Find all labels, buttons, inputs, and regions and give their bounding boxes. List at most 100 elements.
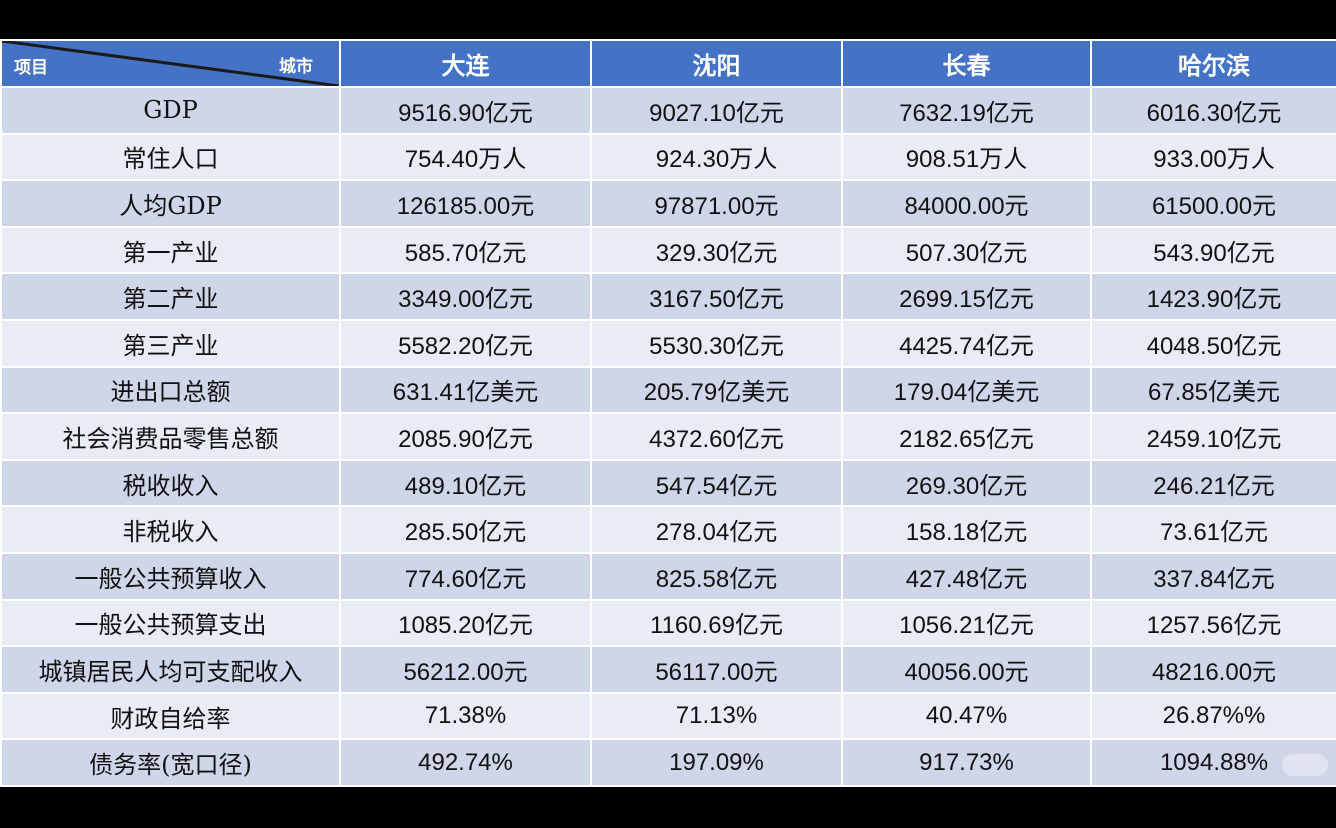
cell-harbin: 543.90亿元 (1090, 225, 1336, 275)
cell-changchun: 269.30亿元 (841, 458, 1092, 508)
watermark-badge (1282, 754, 1328, 776)
cell-dalian: 126185.00元 (339, 179, 592, 228)
table-row: 常住人口 754.40万人 924.30万人 908.51万人 933.00万人 (0, 132, 1336, 182)
table-row: 财政自给率 71.38% 71.13% 40.47% 26.87%% (0, 691, 1336, 741)
row-label: 第二产业 (0, 272, 341, 321)
row-label: 财政自给率 (0, 691, 341, 741)
cell-shenyang: 197.09% (590, 738, 843, 787)
cell-changchun: 7632.19亿元 (841, 86, 1092, 135)
row-label: 常住人口 (0, 132, 341, 182)
cell-harbin: 1257.56亿元 (1090, 598, 1336, 648)
header-row: 项目 城市 大连 沈阳 长春 哈尔滨 (0, 39, 1336, 88)
cell-shenyang: 205.79亿美元 (590, 365, 843, 415)
row-label: 进出口总额 (0, 365, 341, 415)
cell-changchun: 4425.74亿元 (841, 318, 1092, 368)
cell-harbin: 4048.50亿元 (1090, 318, 1336, 368)
cell-shenyang: 5530.30亿元 (590, 318, 843, 368)
cell-changchun: 40.47% (841, 691, 1092, 741)
cell-shenyang: 97871.00元 (590, 179, 843, 228)
table-row: 第一产业 585.70亿元 329.30亿元 507.30亿元 543.90亿元 (0, 225, 1336, 275)
column-header-dalian: 大连 (339, 39, 592, 88)
row-label: 第一产业 (0, 225, 341, 275)
table-body: GDP 9516.90亿元 9027.10亿元 7632.19亿元 6016.30亿元常… (0, 86, 1336, 787)
row-label: 债务率(宽口径) (0, 738, 341, 787)
table-row: 人均GDP 126185.00元 97871.00元 84000.00元 61500.0… (0, 179, 1336, 228)
table-row: 非税收入 285.50亿元 278.04亿元 158.18亿元 73.61亿元 (0, 505, 1336, 554)
cell-shenyang: 1160.69亿元 (590, 598, 843, 648)
cell-changchun: 507.30亿元 (841, 225, 1092, 275)
corner-city-label: 城市 (279, 57, 313, 76)
cell-shenyang: 9027.10亿元 (590, 86, 843, 135)
cell-shenyang: 329.30亿元 (590, 225, 843, 275)
cell-dalian: 9516.90亿元 (339, 86, 592, 135)
cell-harbin: 61500.00元 (1090, 179, 1336, 228)
cell-dalian: 71.38% (339, 691, 592, 741)
row-label: 人均GDP (0, 179, 341, 228)
diagonal-divider (3, 42, 338, 85)
comparison-table-container: 项目 城市 大连 沈阳 长春 哈尔滨 GDP 9516.90亿元 9027.10亿元… (0, 39, 1336, 787)
row-label: GDP (0, 86, 341, 135)
cell-harbin: 337.84亿元 (1090, 551, 1336, 601)
cell-dalian: 2085.90亿元 (339, 412, 592, 461)
cell-dalian: 3349.00亿元 (339, 272, 592, 321)
row-label: 城镇居民人均可支配收入 (0, 645, 341, 694)
table-row: 税收收入 489.10亿元 547.54亿元 269.30亿元 246.21亿元 (0, 458, 1336, 508)
cell-harbin: 2459.10亿元 (1090, 412, 1336, 461)
cell-shenyang: 56117.00元 (590, 645, 843, 694)
table-row: GDP 9516.90亿元 9027.10亿元 7632.19亿元 6016.30亿元 (0, 86, 1336, 135)
column-header-shenyang: 沈阳 (590, 39, 843, 88)
cell-harbin: 1423.90亿元 (1090, 272, 1336, 321)
cell-harbin: 933.00万人 (1090, 132, 1336, 182)
table-row: 一般公共预算收入 774.60亿元 825.58亿元 427.48亿元 337.84亿元 (0, 551, 1336, 601)
cell-dalian: 492.74% (339, 738, 592, 787)
cell-dalian: 754.40万人 (339, 132, 592, 182)
cell-changchun: 1056.21亿元 (841, 598, 1092, 648)
cell-harbin: 246.21亿元 (1090, 458, 1336, 508)
cell-harbin: 67.85亿美元 (1090, 365, 1336, 415)
corner-item-label: 项目 (14, 58, 48, 77)
cell-changchun: 84000.00元 (841, 179, 1092, 228)
cell-harbin: 73.61亿元 (1090, 505, 1336, 554)
cell-harbin: 1094.88% (1090, 738, 1336, 787)
city-economy-table: 项目 城市 大连 沈阳 长春 哈尔滨 GDP 9516.90亿元 9027.10亿元… (0, 39, 1336, 787)
table-row: 第三产业 5582.20亿元 5530.30亿元 4425.74亿元 4048.50亿元 (0, 318, 1336, 368)
cell-shenyang: 3167.50亿元 (590, 272, 843, 321)
cell-changchun: 158.18亿元 (841, 505, 1092, 554)
cell-dalian: 5582.20亿元 (339, 318, 592, 368)
cell-changchun: 40056.00元 (841, 645, 1092, 694)
row-label: 一般公共预算收入 (0, 551, 341, 601)
table-row: 社会消费品零售总额 2085.90亿元 4372.60亿元 2182.65亿元 2459… (0, 412, 1336, 461)
row-label: 社会消费品零售总额 (0, 412, 341, 461)
cell-shenyang: 825.58亿元 (590, 551, 843, 601)
cell-changchun: 917.73% (841, 738, 1092, 787)
cell-dalian: 631.41亿美元 (339, 365, 592, 415)
table-row: 城镇居民人均可支配收入 56212.00元 56117.00元 40056.00元 48… (0, 645, 1336, 694)
cell-dalian: 56212.00元 (339, 645, 592, 694)
cell-dalian: 774.60亿元 (339, 551, 592, 601)
cell-dalian: 1085.20亿元 (339, 598, 592, 648)
cell-changchun: 2182.65亿元 (841, 412, 1092, 461)
cell-shenyang: 924.30万人 (590, 132, 843, 182)
row-label: 非税收入 (0, 505, 341, 554)
table-row: 一般公共预算支出 1085.20亿元 1160.69亿元 1056.21亿元 1257.… (0, 598, 1336, 648)
cell-changchun: 908.51万人 (841, 132, 1092, 182)
cell-harbin: 48216.00元 (1090, 645, 1336, 694)
table-row: 债务率(宽口径) 492.74% 197.09% 917.73% 1094.88% (0, 738, 1336, 787)
cell-shenyang: 71.13% (590, 691, 843, 741)
column-header-changchun: 长春 (841, 39, 1092, 88)
corner-header-cell: 项目 城市 (0, 39, 341, 88)
cell-dalian: 489.10亿元 (339, 458, 592, 508)
cell-harbin: 6016.30亿元 (1090, 86, 1336, 135)
cell-dalian: 285.50亿元 (339, 505, 592, 554)
cell-shenyang: 547.54亿元 (590, 458, 843, 508)
cell-shenyang: 278.04亿元 (590, 505, 843, 554)
row-label: 一般公共预算支出 (0, 598, 341, 648)
table-row: 进出口总额 631.41亿美元 205.79亿美元 179.04亿美元 67.85亿美元 (0, 365, 1336, 415)
table-row: 第二产业 3349.00亿元 3167.50亿元 2699.15亿元 1423.90亿元 (0, 272, 1336, 321)
cell-changchun: 2699.15亿元 (841, 272, 1092, 321)
cell-shenyang: 4372.60亿元 (590, 412, 843, 461)
cell-changchun: 427.48亿元 (841, 551, 1092, 601)
cell-changchun: 179.04亿美元 (841, 365, 1092, 415)
row-label: 税收收入 (0, 458, 341, 508)
column-header-harbin: 哈尔滨 (1090, 39, 1336, 88)
